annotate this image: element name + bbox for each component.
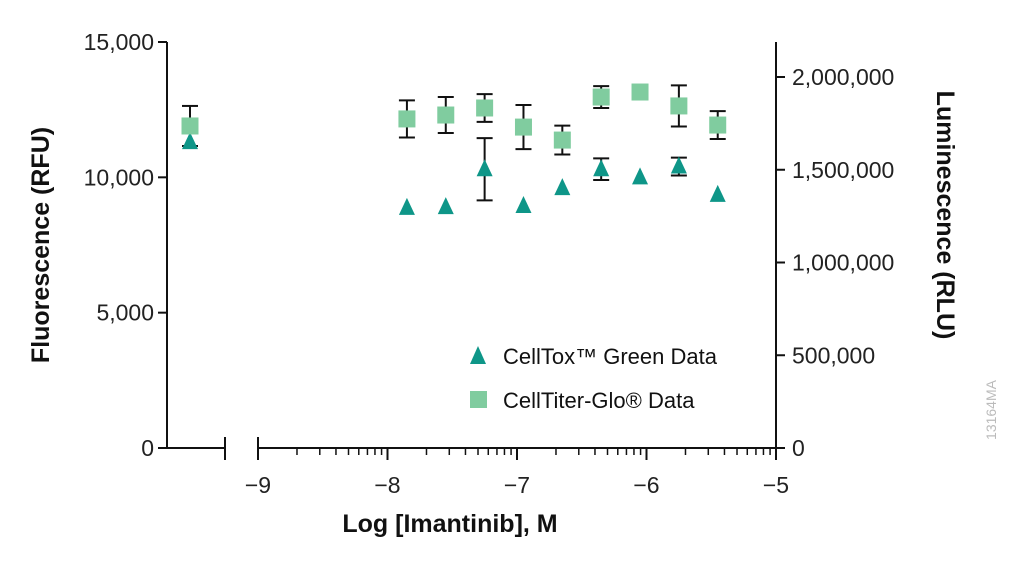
legend-label-celltiter: CellTiter-Glo® Data (503, 388, 695, 413)
y-left-tick-label: 10,000 (84, 164, 154, 190)
celltox-point (632, 167, 649, 185)
celltiter-point (709, 116, 727, 134)
y-left-tick-label: 5,000 (96, 300, 154, 326)
celltiter-point (553, 131, 571, 149)
x-tick-label: −6 (633, 472, 659, 498)
celltox-point (476, 159, 493, 177)
celltiter-point (476, 99, 494, 117)
y-axis-right-label: Luminescence (RLU) (931, 91, 959, 340)
y-left-tick-label: 15,000 (84, 29, 154, 55)
x-tick-label: −8 (374, 472, 400, 498)
legend: CellTox™ Green Data CellTiter-Glo® Data (470, 344, 718, 413)
celltiter-point (631, 83, 649, 101)
celltox-point (709, 184, 726, 202)
x-axis-label: Log [Imantinib], M (342, 510, 557, 538)
error-bars (182, 84, 726, 202)
celltox-point (398, 197, 415, 215)
x-tick-label: −5 (763, 472, 789, 498)
y-right-tick-label: 500,000 (792, 342, 875, 368)
legend-triangle-marker (470, 346, 486, 364)
watermark: 13164MA (983, 379, 999, 440)
y-right-tick-label: 2,000,000 (792, 64, 894, 90)
celltiter-point (437, 106, 455, 124)
axes: 0 5,000 10,000 15,000 0 500,000 1,000,000 1,500… (84, 29, 895, 498)
x-tick-label: −7 (504, 472, 530, 498)
celltiter-point (592, 88, 610, 106)
celltiter-point (514, 118, 532, 136)
celltox-point (437, 197, 454, 215)
celltox-point (593, 159, 610, 177)
celltox-point (182, 132, 198, 150)
celltox-point (670, 156, 687, 174)
legend-label-celltox: CellTox™ Green Data (503, 344, 718, 369)
y-axis-left-label: Fluorescence (RFU) (27, 127, 55, 363)
y-right-tick-label: 1,500,000 (792, 157, 894, 183)
celltox-point (515, 196, 532, 214)
celltiter-point (398, 110, 416, 128)
y-left-tick-label: 0 (141, 435, 154, 461)
legend-square-marker (470, 391, 487, 408)
celltiter-point (181, 117, 199, 135)
y-right-tick-label: 0 (792, 435, 805, 461)
celltiter-point (670, 97, 688, 115)
data-marks (181, 83, 727, 215)
celltox-point (554, 178, 571, 196)
y-right-tick-label: 1,000,000 (792, 250, 894, 276)
x-tick-label: −9 (245, 472, 271, 498)
